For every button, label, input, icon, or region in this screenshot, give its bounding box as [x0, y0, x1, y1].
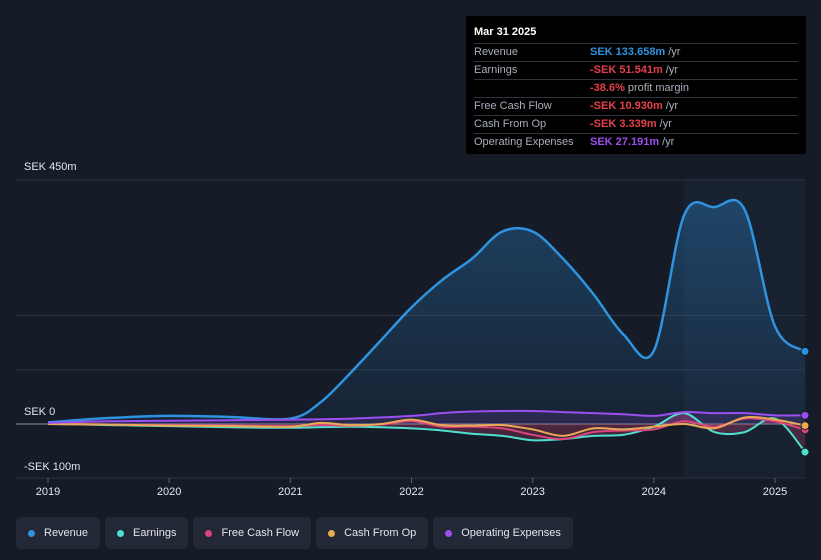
legend-dot-icon: [28, 529, 35, 537]
legend-dot-icon: [205, 529, 213, 537]
tooltip-row: Operating Expenses SEK 27.191m/yr: [474, 134, 798, 151]
tooltip-row-name: [474, 80, 590, 97]
legend-dot-icon: [445, 529, 453, 537]
tooltip-row-value: -SEK 51.541m: [590, 64, 663, 76]
tooltip-row-unit: /yr: [662, 136, 675, 148]
tooltip-row-value: SEK 27.191m: [590, 136, 660, 148]
tooltip-row-value: SEK 133.658m: [590, 46, 666, 58]
tooltip-row-name: Revenue: [474, 46, 519, 58]
tooltip-rows: Revenue SEK 133.658m/yr Earnings -SEK 51.54…: [474, 44, 798, 151]
legend-item-cash-from-op[interactable]: Cash From Op: [316, 517, 429, 549]
series-lines: [47, 198, 807, 453]
earnings-line: [47, 412, 807, 453]
legend-item-revenue[interactable]: Revenue: [16, 517, 101, 549]
revenue-end-dot: [800, 346, 810, 356]
legend-item-earnings[interactable]: Earnings: [105, 517, 189, 549]
tooltip-row-name: Operating Expenses: [474, 136, 574, 148]
legend-label: Earnings: [133, 527, 177, 539]
tooltip-row-unit: profit margin: [627, 82, 689, 94]
legend-item-operating-expenses[interactable]: Operating Expenses: [433, 517, 573, 549]
operating-expenses-line: [47, 409, 806, 424]
legend-dot-icon: [117, 529, 125, 537]
x-tick-label: 2021: [278, 486, 302, 498]
tooltip-row-unit: /yr: [659, 118, 672, 130]
operating-expenses-end-dot: [800, 410, 810, 420]
tooltip-row: Free Cash Flow -SEK 10.930m/yr: [474, 98, 798, 116]
y-label-bottom: -SEK 100m: [24, 461, 80, 473]
earnings-end-dot: [800, 447, 810, 457]
tooltip-row-value: -SEK 10.930m: [590, 100, 663, 112]
tooltip-row-name: Cash From Op: [474, 118, 547, 130]
tooltip-row: -38.6% profit margin: [474, 80, 798, 98]
tooltip-row-unit: /yr: [665, 100, 678, 112]
x-tick-label: 2024: [642, 486, 666, 498]
tooltip-row: Revenue SEK 133.658m/yr: [474, 44, 798, 62]
legend: Revenue Earnings Free Cash Flow Cash From O…: [16, 517, 573, 549]
x-tick-label: 2022: [399, 486, 423, 498]
y-label-zero: SEK 0: [24, 406, 55, 418]
x-axis: 2019 2020 2021 2022 2023 2024 2025: [36, 478, 787, 498]
legend-item-free-cash-flow[interactable]: Free Cash Flow: [193, 517, 312, 549]
tooltip: Mar 31 2025 Revenue SEK 133.658m/yr Earnin…: [466, 16, 806, 154]
legend-label: Cash From Op: [344, 527, 417, 539]
tooltip-row-unit: /yr: [668, 46, 681, 58]
revenue-area: [48, 199, 806, 424]
legend-label: Revenue: [44, 527, 89, 539]
cash-from-op-line: [47, 416, 806, 437]
tooltip-date: Mar 31 2025: [474, 24, 798, 44]
x-tick-label: 2023: [520, 486, 544, 498]
x-tick-label: 2019: [36, 486, 60, 498]
tooltip-row: Cash From Op -SEK 3.339m/yr: [474, 116, 798, 134]
legend-dot-icon: [328, 529, 336, 537]
tooltip-row-unit: /yr: [665, 64, 678, 76]
x-tick-label: 2020: [157, 486, 181, 498]
tooltip-row-name: Earnings: [474, 64, 518, 76]
tooltip-row-value: -SEK 3.339m: [590, 118, 657, 130]
tooltip-row-value: -38.6%: [590, 82, 625, 94]
legend-label: Operating Expenses: [461, 527, 561, 539]
series-end-dots: [800, 346, 810, 457]
tooltip-row: Earnings -SEK 51.541m/yr: [474, 62, 798, 80]
x-tick-label: 2025: [763, 486, 787, 498]
cash-from-op-end-dot: [800, 421, 810, 431]
tooltip-row-name: Free Cash Flow: [474, 100, 552, 112]
y-label-top: SEK 450m: [24, 161, 77, 173]
legend-label: Free Cash Flow: [221, 527, 300, 539]
